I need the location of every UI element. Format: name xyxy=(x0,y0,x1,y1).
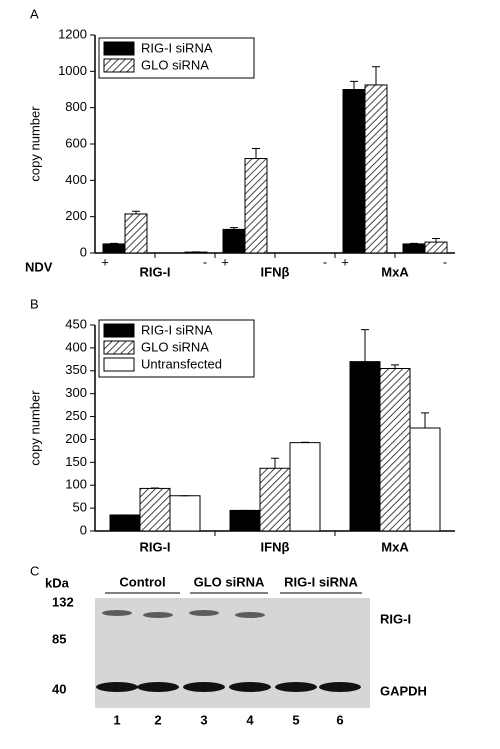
band xyxy=(102,610,132,616)
y-tick-label: 450 xyxy=(65,316,87,331)
y-tick-label: 150 xyxy=(65,454,87,469)
panel-label: A xyxy=(30,6,39,21)
error-bar xyxy=(271,458,279,468)
band xyxy=(189,610,219,616)
y-tick-label: 0 xyxy=(80,244,87,259)
error-bar xyxy=(361,330,369,362)
legend-swatch xyxy=(104,42,134,55)
y-tick-label: 200 xyxy=(65,431,87,446)
group-label: RIG-I xyxy=(139,264,170,279)
x-sub-label: + xyxy=(221,254,229,269)
band xyxy=(319,682,361,692)
group-label: MxA xyxy=(381,264,409,279)
group-label: RIG-I siRNA xyxy=(284,574,358,589)
error-bar xyxy=(421,413,429,428)
band-label: RIG-I xyxy=(380,611,411,626)
bar xyxy=(223,229,245,253)
bar xyxy=(125,214,147,253)
y-tick-label: 200 xyxy=(65,208,87,223)
bar xyxy=(170,496,200,531)
x-tick-label: MxA xyxy=(381,539,409,554)
bar xyxy=(365,85,387,253)
legend-swatch xyxy=(104,324,134,337)
band xyxy=(235,612,265,618)
bar xyxy=(230,510,260,531)
y-tick-label: 100 xyxy=(65,477,87,492)
y-tick-label: 1200 xyxy=(58,26,87,41)
bar xyxy=(140,488,170,531)
x-sub-label: - xyxy=(203,254,207,269)
bar xyxy=(343,90,365,254)
band xyxy=(183,682,225,692)
y-tick-label: 1000 xyxy=(58,63,87,78)
panel-label: B xyxy=(30,296,39,311)
marker-label: 40 xyxy=(52,681,66,696)
x-sub-label: + xyxy=(101,254,109,269)
y-tick-label: 50 xyxy=(73,500,87,515)
bar xyxy=(245,159,267,253)
marker-label: 85 xyxy=(52,631,66,646)
x-sub-label: + xyxy=(341,254,349,269)
band xyxy=(143,612,173,618)
legend-label: Untransfected xyxy=(141,356,222,371)
error-bar xyxy=(252,149,260,159)
x-axis-label: NDV xyxy=(25,259,53,274)
x-tick-label: IFNβ xyxy=(261,539,290,554)
error-bar xyxy=(350,81,358,89)
legend-label: RIG-I siRNA xyxy=(141,322,213,337)
band xyxy=(137,682,179,692)
y-axis-label: copy number xyxy=(27,390,42,466)
legend-swatch xyxy=(104,358,134,371)
y-tick-label: 600 xyxy=(65,135,87,150)
lane-label: 2 xyxy=(154,712,161,727)
bar xyxy=(290,443,320,531)
lane-label: 1 xyxy=(113,712,120,727)
legend-swatch xyxy=(104,59,134,72)
group-label: IFNβ xyxy=(261,264,290,279)
y-tick-label: 300 xyxy=(65,385,87,400)
error-bar xyxy=(432,238,440,242)
group-label: Control xyxy=(119,574,165,589)
panel-label: C xyxy=(30,563,39,578)
blot-membrane xyxy=(95,598,370,708)
unit-label: kDa xyxy=(45,575,70,590)
bar xyxy=(403,244,425,253)
bar xyxy=(110,515,140,531)
bar xyxy=(260,468,290,531)
y-tick-label: 400 xyxy=(65,172,87,187)
error-bar xyxy=(410,243,418,244)
y-tick-label: 250 xyxy=(65,408,87,423)
bar xyxy=(425,242,447,253)
x-sub-label: - xyxy=(443,254,447,269)
y-axis-label: copy number xyxy=(27,106,42,182)
bar xyxy=(350,362,380,531)
error-bar xyxy=(391,365,399,369)
error-bar xyxy=(110,243,118,244)
legend-label: GLO siRNA xyxy=(141,57,209,72)
bar xyxy=(103,244,125,253)
y-tick-label: 800 xyxy=(65,99,87,114)
y-tick-label: 0 xyxy=(80,522,87,537)
legend-swatch xyxy=(104,341,134,354)
band xyxy=(229,682,271,692)
legend-label: GLO siRNA xyxy=(141,339,209,354)
band xyxy=(96,682,138,692)
bar xyxy=(410,428,440,531)
bar xyxy=(380,368,410,531)
x-tick-label: RIG-I xyxy=(139,539,170,554)
marker-label: 132 xyxy=(52,594,74,609)
y-tick-label: 350 xyxy=(65,362,87,377)
legend-label: RIG-I siRNA xyxy=(141,40,213,55)
lane-label: 3 xyxy=(200,712,207,727)
lane-label: 6 xyxy=(336,712,343,727)
lane-label: 4 xyxy=(246,712,254,727)
y-tick-label: 400 xyxy=(65,339,87,354)
group-label: GLO siRNA xyxy=(194,574,265,589)
band-label: GAPDH xyxy=(380,683,427,698)
error-bar xyxy=(372,67,380,85)
lane-label: 5 xyxy=(292,712,299,727)
band xyxy=(275,682,317,692)
x-sub-label: - xyxy=(323,254,327,269)
